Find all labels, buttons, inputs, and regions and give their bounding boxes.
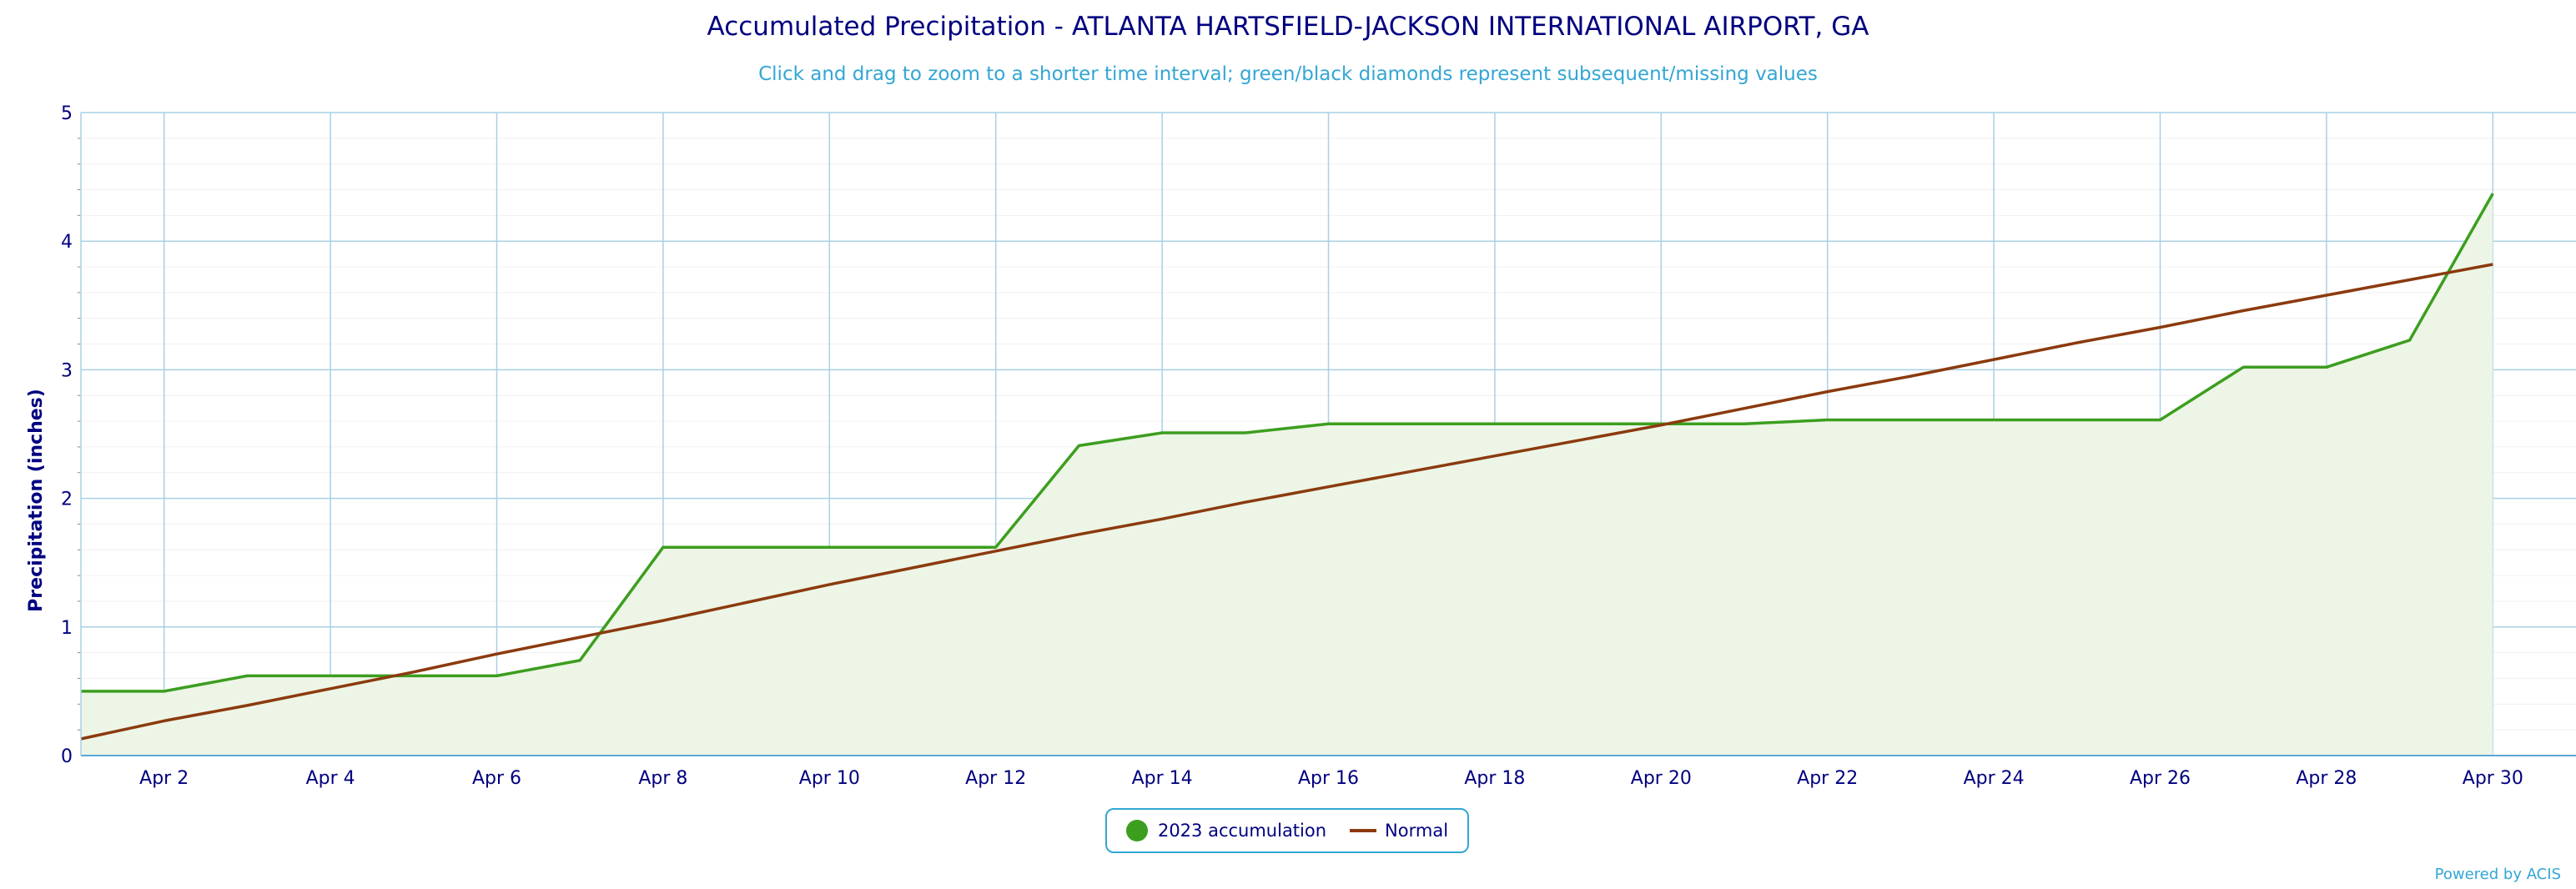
x-tick-label: Apr 4	[306, 768, 355, 789]
y-tick-label: 0	[61, 746, 73, 767]
x-tick-label: Apr 18	[1464, 768, 1525, 789]
y-tick-label: 4	[61, 232, 73, 253]
x-tick-label: Apr 8	[638, 768, 687, 789]
legend-label-normal: Normal	[1385, 821, 1449, 841]
y-axis-label: Precipitation (inches)	[26, 389, 47, 612]
legend-line-icon	[1350, 829, 1377, 832]
legend-label-accumulation: 2023 accumulation	[1157, 821, 1327, 841]
legend-item-normal[interactable]: Normal	[1350, 821, 1448, 841]
series-line-1	[80, 263, 2493, 741]
x-tick-label: Apr 24	[1964, 768, 2025, 789]
series-area	[81, 193, 2493, 756]
x-tick-label: Apr 22	[1797, 768, 1858, 789]
x-tick-label: Apr 14	[1132, 768, 1193, 789]
x-tick-label: Apr 28	[2296, 768, 2357, 789]
legend-item-accumulation[interactable]: 2023 accumulation	[1125, 820, 1327, 841]
powered-by-credit[interactable]: Powered by ACIS	[2434, 866, 2561, 883]
y-tick-label: 5	[61, 103, 73, 124]
x-tick-label: Apr 6	[472, 768, 521, 789]
y-axis-ticks: 0 1 2 3 4 5	[61, 103, 73, 767]
axes	[80, 113, 2576, 756]
chart-title: Accumulated Precipitation - ATLANTA HART…	[707, 12, 1869, 42]
x-tick-label: Apr 10	[799, 768, 860, 789]
legend: 2023 accumulation Normal	[1105, 808, 1469, 853]
x-tick-label: Apr 2	[139, 768, 189, 789]
x-tick-label: Apr 26	[2130, 768, 2191, 789]
y-tick-label: 1	[61, 618, 73, 639]
series-lines	[80, 193, 2494, 741]
x-tick-label: Apr 12	[965, 768, 1026, 789]
series-line-0	[81, 193, 2494, 693]
x-tick-label: Apr 20	[1631, 768, 1692, 789]
y-tick-label: 3	[61, 360, 73, 381]
x-tick-label: Apr 16	[1298, 768, 1359, 789]
legend-dot-icon	[1125, 820, 1148, 841]
series-area-fill-0	[81, 193, 2493, 756]
y-tick-label: 2	[61, 490, 73, 510]
chart-subtitle: Click and drag to zoom to a shorter time…	[758, 63, 1818, 85]
x-tick-label: Apr 30	[2463, 768, 2523, 789]
x-axis-ticks: Apr 2 Apr 4 Apr 6 Apr 8 Apr 10 Apr 12 Apr 14 Ap…	[139, 768, 2523, 789]
